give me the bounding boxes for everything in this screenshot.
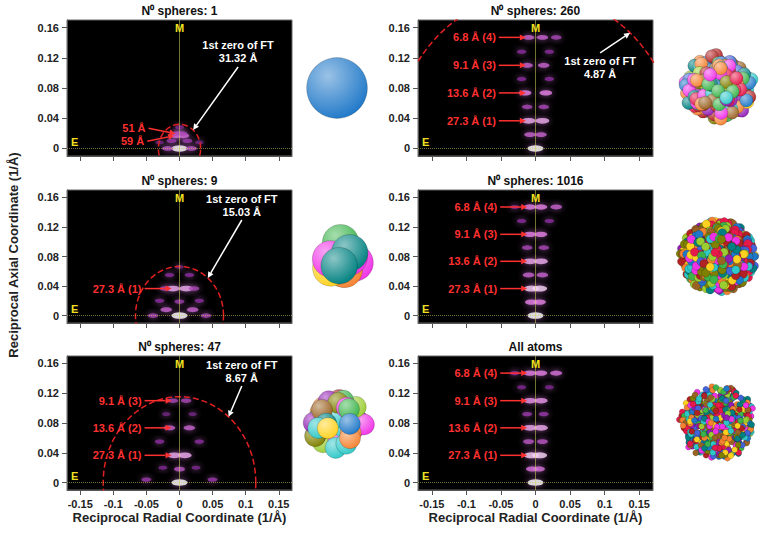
svg-text:N⁰ spheres: 9: N⁰ spheres: 9 [141,174,217,188]
svg-text:Reciprocal Axial Coordinate (1: Reciprocal Axial Coordinate (1/Å) [6,152,21,357]
svg-text:0.16: 0.16 [389,22,410,34]
svg-text:-0.05: -0.05 [134,498,159,510]
svg-text:0.16: 0.16 [389,191,410,203]
svg-text:13.6 Å (2): 13.6 Å (2) [448,422,497,434]
svg-text:0: 0 [404,310,410,322]
svg-text:1st zero of FT: 1st zero of FT [206,193,278,205]
svg-text:0.08: 0.08 [38,417,59,429]
svg-text:E: E [422,136,429,148]
svg-text:M: M [175,358,184,370]
svg-text:0.12: 0.12 [38,221,59,233]
svg-text:0.04: 0.04 [389,280,411,292]
svg-text:0.08: 0.08 [38,82,59,94]
svg-text:0.08: 0.08 [389,82,410,94]
svg-text:0.12: 0.12 [38,52,59,64]
svg-text:13.6 Å (2): 13.6 Å (2) [447,87,496,99]
svg-text:0.05: 0.05 [559,498,580,510]
svg-text:9.1 Å (3): 9.1 Å (3) [454,395,497,407]
svg-text:8.67 Å: 8.67 Å [226,372,258,384]
svg-text:-0.1: -0.1 [457,498,476,510]
svg-text:6.8 Å (4): 6.8 Å (4) [454,201,497,213]
svg-text:27.3 Å (1): 27.3 Å (1) [448,449,497,461]
svg-text:0.16: 0.16 [38,191,59,203]
svg-text:6.8 Å (4): 6.8 Å (4) [453,31,496,43]
svg-text:0: 0 [53,477,59,489]
svg-text:0.12: 0.12 [389,387,410,399]
svg-text:0.12: 0.12 [389,221,410,233]
svg-text:9.1 Å (3): 9.1 Å (3) [454,228,497,240]
svg-text:0.12: 0.12 [389,52,410,64]
svg-text:-0.1: -0.1 [104,498,123,510]
svg-text:0: 0 [53,142,59,154]
svg-text:E: E [422,470,429,482]
svg-text:0.12: 0.12 [38,387,59,399]
svg-text:0.04: 0.04 [389,112,411,124]
svg-text:Reciprocal Radial Coordinate (: Reciprocal Radial Coordinate (1/Å) [429,510,643,525]
svg-text:0: 0 [404,477,410,489]
svg-text:0.04: 0.04 [38,447,60,459]
svg-text:0.15: 0.15 [628,498,649,510]
svg-text:59 Å: 59 Å [121,135,144,147]
svg-text:M: M [175,22,184,34]
svg-text:N⁰ spheres: 1016: N⁰ spheres: 1016 [487,174,583,188]
svg-text:0.08: 0.08 [389,417,410,429]
svg-text:0: 0 [404,142,410,154]
svg-text:-0.05: -0.05 [488,498,513,510]
svg-text:13.6 Å (2): 13.6 Å (2) [448,255,497,267]
svg-text:1st zero of FT: 1st zero of FT [564,55,636,67]
svg-text:0: 0 [532,498,538,510]
svg-text:E: E [71,470,78,482]
svg-text:M: M [175,192,184,204]
svg-text:27.3 Å (1): 27.3 Å (1) [93,283,142,295]
svg-text:0.05: 0.05 [202,498,223,510]
svg-text:51 Å: 51 Å [122,122,145,134]
svg-text:Reciprocal Radial Coordinate (: Reciprocal Radial Coordinate (1/Å) [73,510,287,525]
svg-text:N⁰ spheres: 260: N⁰ spheres: 260 [491,4,581,18]
svg-text:E: E [71,303,78,315]
svg-text:0.1: 0.1 [238,498,253,510]
svg-text:0: 0 [53,310,59,322]
svg-text:31.32 Å: 31.32 Å [219,52,258,64]
svg-text:-0.15: -0.15 [68,498,93,510]
svg-text:1st zero of FT: 1st zero of FT [206,359,278,371]
svg-text:N⁰ spheres: 47: N⁰ spheres: 47 [138,340,221,354]
svg-text:13.6 Å (2): 13.6 Å (2) [93,422,142,434]
svg-text:15.03 Å: 15.03 Å [223,206,262,218]
svg-text:N⁰ spheres: 1: N⁰ spheres: 1 [141,4,217,18]
svg-text:-0.15: -0.15 [419,498,444,510]
svg-text:0.16: 0.16 [38,22,59,34]
svg-text:9.1 Å (3): 9.1 Å (3) [99,395,142,407]
svg-text:M: M [531,22,540,34]
svg-text:1st zero of FT: 1st zero of FT [202,39,274,51]
svg-text:0.15: 0.15 [268,498,289,510]
svg-text:E: E [71,136,78,148]
svg-text:All atoms: All atoms [508,340,562,354]
svg-text:9.1 Å (3): 9.1 Å (3) [453,59,496,71]
svg-text:27.3 Å (1): 27.3 Å (1) [93,449,142,461]
svg-text:E: E [422,303,429,315]
svg-text:6.8 Å (4): 6.8 Å (4) [454,367,497,379]
svg-text:0.08: 0.08 [38,251,59,263]
svg-text:M: M [531,358,540,370]
svg-text:0: 0 [176,498,182,510]
svg-text:27.3 Å (1): 27.3 Å (1) [447,115,496,127]
svg-text:0.08: 0.08 [389,251,410,263]
svg-text:0.04: 0.04 [38,112,60,124]
svg-text:0.16: 0.16 [38,357,59,369]
svg-text:0.1: 0.1 [597,498,612,510]
svg-text:4.87 Å: 4.87 Å [584,68,616,80]
svg-text:27.3 Å (1): 27.3 Å (1) [448,283,497,295]
svg-text:0.04: 0.04 [389,447,411,459]
svg-text:0.16: 0.16 [389,357,410,369]
svg-text:M: M [531,192,540,204]
svg-text:0.04: 0.04 [38,280,60,292]
